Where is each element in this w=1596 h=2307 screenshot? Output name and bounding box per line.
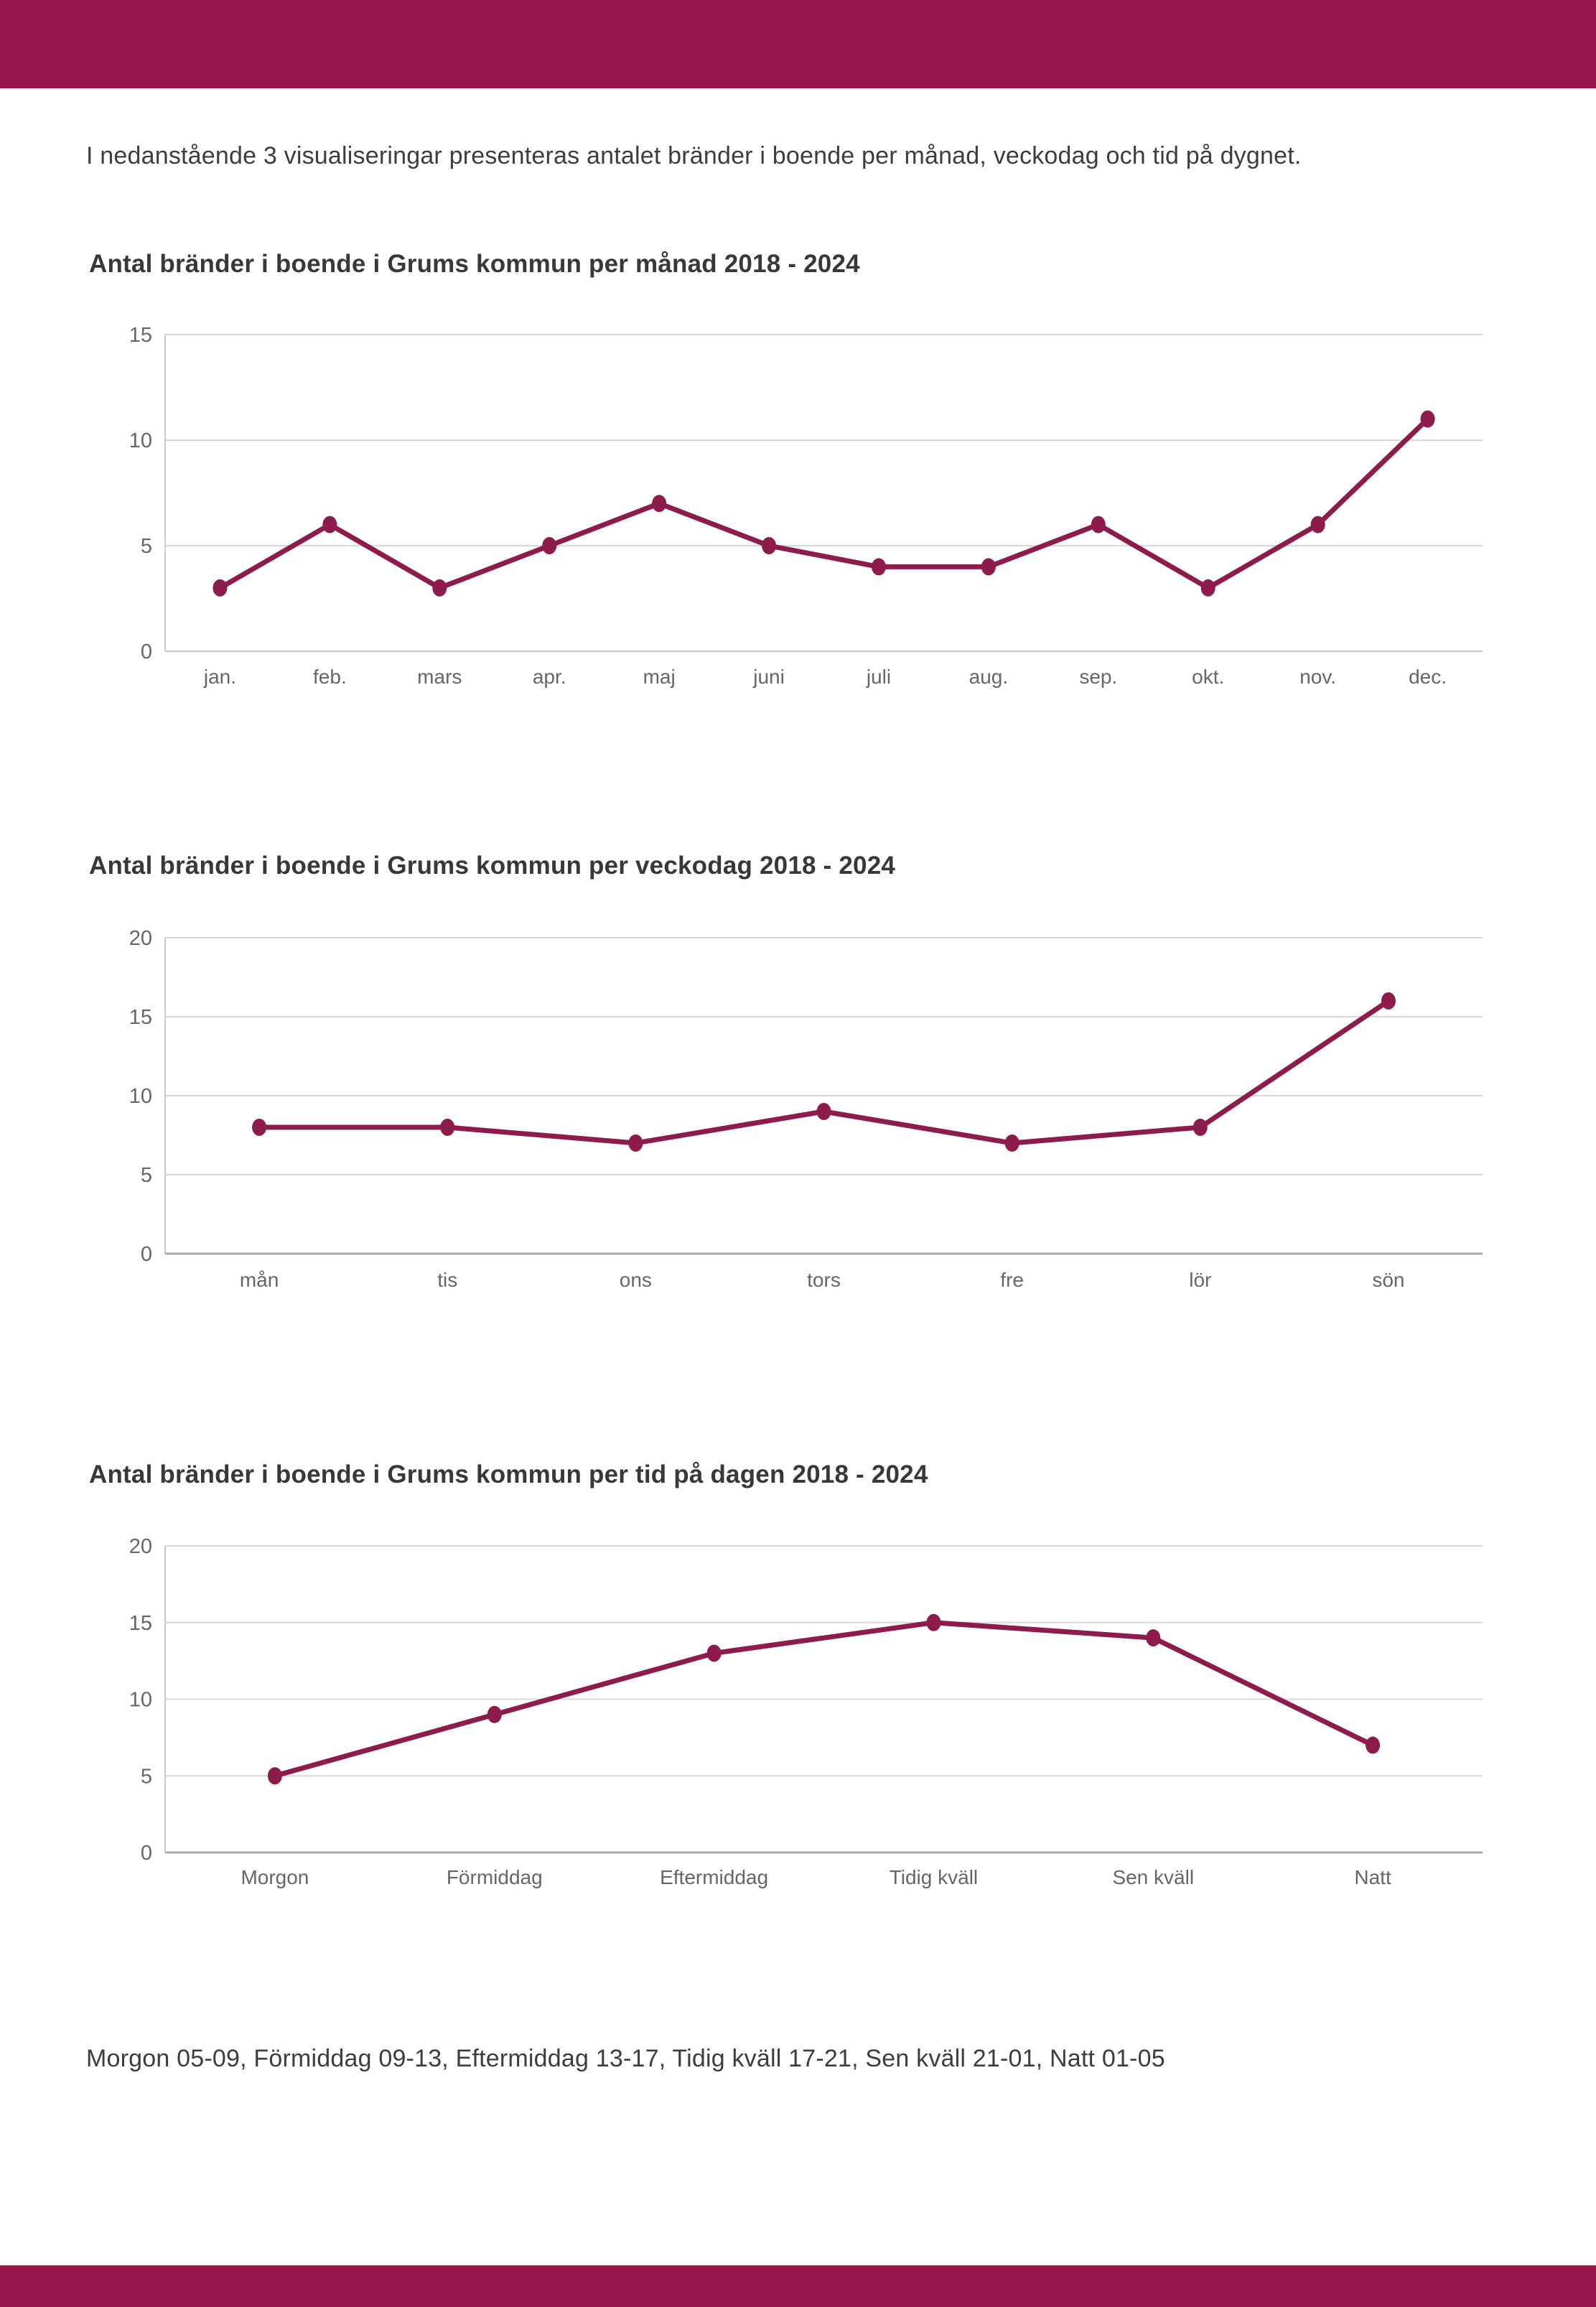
svg-text:okt.: okt.: [1192, 666, 1224, 688]
svg-text:nov.: nov.: [1299, 666, 1336, 688]
svg-text:10: 10: [129, 1689, 152, 1712]
svg-text:5: 5: [141, 1164, 152, 1187]
svg-text:Tidig kväll: Tidig kväll: [890, 1866, 978, 1888]
svg-text:maj: maj: [643, 666, 676, 688]
svg-text:Eftermiddag: Eftermiddag: [660, 1866, 768, 1888]
svg-text:5: 5: [141, 1765, 152, 1788]
svg-text:5: 5: [141, 535, 152, 558]
chart-title-weekday: Antal bränder i boende i Grums kommun pe…: [89, 852, 896, 880]
svg-text:Morgon: Morgon: [241, 1866, 309, 1888]
svg-text:tors: tors: [807, 1269, 841, 1291]
chart-title-month: Antal bränder i boende i Grums kommun pe…: [89, 250, 860, 278]
month-line-chart: 0 5 10 15 jan. feb. mars apr. maj juni juli aug. sep…: [129, 324, 1483, 688]
svg-text:Sen kväll: Sen kväll: [1112, 1866, 1194, 1888]
svg-text:fre: fre: [1000, 1269, 1024, 1291]
svg-text:ons: ons: [620, 1269, 652, 1291]
svg-text:aug.: aug.: [969, 666, 1009, 688]
intro-text: I nedanstående 3 visualiseringar present…: [86, 142, 1302, 169]
svg-text:juni: juni: [752, 666, 785, 688]
svg-text:sön: sön: [1372, 1269, 1404, 1291]
chart-title-time: Antal bränder i boende i Grums kommun pe…: [89, 1460, 928, 1488]
bottom-accent-bar: [0, 2265, 1596, 2307]
svg-text:Förmiddag: Förmiddag: [447, 1866, 543, 1888]
svg-text:10: 10: [129, 1085, 152, 1108]
svg-text:Natt: Natt: [1354, 1866, 1391, 1888]
time-of-day-line-chart: 0 5 10 15 20 Morgon Förmiddag Eftermiddag Tidig …: [129, 1535, 1483, 1888]
svg-text:jan.: jan.: [203, 666, 236, 688]
svg-text:tis: tis: [437, 1269, 457, 1291]
svg-text:feb.: feb.: [313, 666, 347, 688]
svg-text:15: 15: [129, 1612, 152, 1635]
svg-text:0: 0: [141, 1842, 152, 1865]
svg-text:15: 15: [129, 1006, 152, 1029]
footnote-text: Morgon 05-09, Förmiddag 09-13, Eftermidd…: [86, 2045, 1165, 2072]
svg-text:mån: mån: [240, 1269, 279, 1291]
weekday-line-chart: 0 5 10 15 20 mån tis ons tors fre lör sön: [129, 927, 1483, 1291]
svg-text:20: 20: [129, 927, 152, 950]
svg-text:10: 10: [129, 429, 152, 452]
svg-text:mars: mars: [417, 666, 462, 688]
svg-text:apr.: apr.: [533, 666, 566, 688]
svg-text:20: 20: [129, 1535, 152, 1558]
svg-text:0: 0: [141, 1243, 152, 1266]
svg-text:lör: lör: [1189, 1269, 1211, 1291]
svg-text:dec.: dec.: [1409, 666, 1447, 688]
top-accent-bar: [0, 0, 1596, 88]
svg-text:sep.: sep.: [1079, 666, 1117, 688]
svg-text:0: 0: [141, 640, 152, 663]
svg-text:juli: juli: [866, 666, 891, 688]
svg-text:15: 15: [129, 324, 152, 347]
